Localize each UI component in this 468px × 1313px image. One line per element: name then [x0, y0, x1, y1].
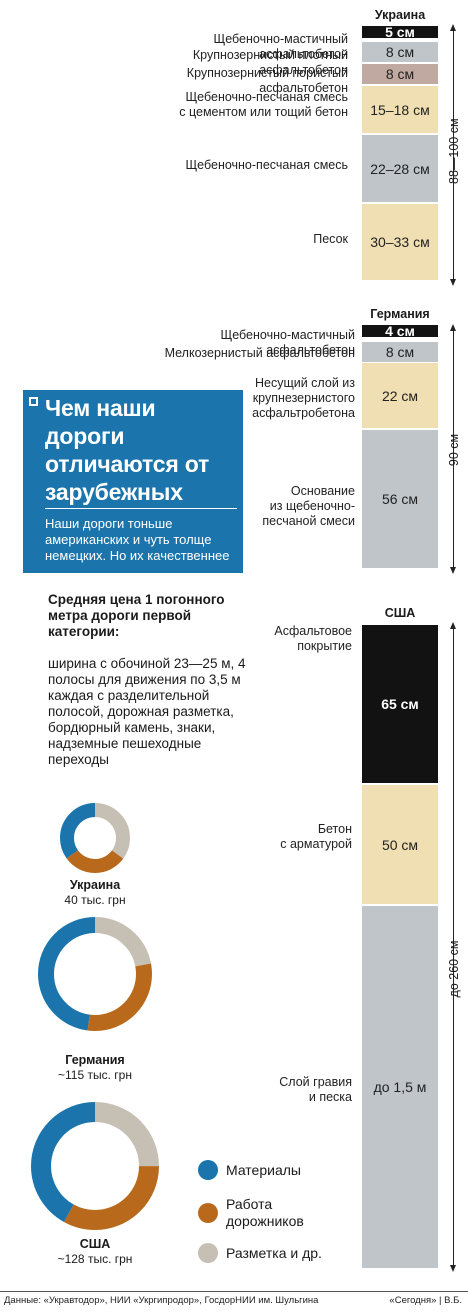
ukraine-column-title: Украина	[374, 8, 426, 22]
ukraine-layer-4: 15–18 см	[362, 86, 438, 133]
ukraine-donut-price: 40 тыс. грн	[64, 893, 126, 907]
usa-donut-slice-materials	[31, 1102, 159, 1230]
ukraine-layer-6-label: Песок	[313, 232, 348, 246]
usa-donut-slice-labor	[31, 1102, 159, 1230]
germany-layer-3-label: Несущий слой из крупнезернистого асфальтро…	[252, 376, 355, 420]
legend-item-marking: Разметка и др.	[198, 1243, 322, 1263]
legend-marking-label: Разметка и др.	[226, 1244, 322, 1261]
usa-layer-3: до 1,5 м	[362, 906, 438, 1268]
germany-layer-3: 22 см	[362, 363, 438, 428]
ukraine-layer-2: 8 см	[362, 42, 438, 62]
germany-column-title: Германия	[370, 307, 430, 321]
headline-title: Чем наши дороги отличаются от зарубежных	[45, 395, 210, 505]
usa-column-title: США	[384, 606, 416, 620]
germany-donut-price: ~115 тыс. грн	[58, 1068, 132, 1082]
legend-item-labor: Работа дорожников	[198, 1196, 321, 1230]
headline-box: Чем наши дороги отличаются от зарубежных…	[23, 390, 243, 573]
price-title: Средняя цена 1 погонного метра дороги пе…	[48, 592, 225, 639]
ukraine-layer-3-label: Крупнозернистый пористый асфальтобетон	[186, 66, 348, 95]
legend-materials-label: Материалы	[226, 1161, 301, 1178]
germany-total-arrow	[450, 324, 456, 574]
germany-donut-country: Германия	[65, 1053, 125, 1067]
germany-layer-2-label: Мелкозернистый асфальтобетон	[164, 346, 355, 360]
usa-layer-1: 65 см	[362, 625, 438, 783]
ukraine-donut-label: Украина 40 тыс. грн	[40, 878, 150, 908]
ukraine-layer-1-label: Щебеночно-мастичный асфальтобетон	[213, 32, 349, 61]
legend-labor-label: Работа дорожников	[226, 1196, 304, 1229]
germany-layer-2: 8 см	[362, 342, 438, 362]
germany-layer-1-label: Щебеночно-мастичный асфальтобетон	[220, 328, 356, 357]
ukraine-layer-6: 30–33 см	[362, 204, 438, 280]
ukraine-donut-country: Украина	[69, 878, 121, 892]
footer-source: Данные: «Укравтодор», НИИ «Укргипродор»,…	[4, 1295, 319, 1306]
usa-layer-2: 50 см	[362, 785, 438, 904]
footer-divider	[0, 1291, 468, 1292]
ukraine-layer-3: 8 см	[362, 64, 438, 84]
usa-layer-1-label: Асфальтовое покрытие	[274, 624, 352, 653]
headline-subtitle: Наши дороги тоньше американских и чуть т…	[45, 516, 230, 563]
legend-marking-dot	[198, 1243, 218, 1263]
ukraine-layer-4-label: Щебеночно-песчаная смесь с цементом или т…	[179, 90, 348, 119]
usa-donut-country: США	[79, 1237, 111, 1251]
ukraine-layer-5: 22–28 см	[362, 135, 438, 202]
germany-layer-4: 56 см	[362, 430, 438, 568]
legend-labor-dot	[198, 1203, 218, 1223]
germany-donut-slice-labor	[38, 917, 152, 1031]
legend-item-materials: Материалы	[198, 1160, 301, 1180]
usa-layer-3-label: Слой гравия и песка	[279, 1075, 352, 1104]
ukraine-donut-slice-materials	[60, 803, 130, 873]
ukraine-total-arrow	[450, 24, 456, 286]
germany-layer-4-label: Основание из щебеночно-песчаной смеси	[262, 484, 355, 528]
price-description: ширина с обочиной 23—25 м, 4 полосы для …	[48, 656, 246, 767]
usa-donut-price: ~128 тыс. грн	[57, 1252, 133, 1266]
germany-donut-label: Германия ~115 тыс. грн	[40, 1053, 150, 1083]
usa-total-arrow	[450, 622, 456, 1272]
footer-credit: «Сегодня» | В.Б.	[389, 1295, 462, 1306]
headline-divider	[45, 508, 237, 509]
germany-layer-1: 4 см	[362, 323, 438, 339]
germany-donut-slice-materials	[38, 917, 152, 1031]
usa-layer-2-label: Бетон с арматурой	[280, 822, 352, 851]
headline-square-icon	[29, 397, 38, 406]
ukraine-layer-1: 5 см	[362, 24, 438, 40]
ukraine-layer-2-label: Крупнозернистый плотный асфальтобетон	[192, 48, 348, 77]
usa-donut-label: США ~128 тыс. грн	[40, 1237, 150, 1267]
ukraine-layer-5-label: Щебеночно-песчаная смесь	[185, 158, 348, 172]
legend-materials-dot	[198, 1160, 218, 1180]
ukraine-donut-slice-labor	[60, 803, 130, 873]
